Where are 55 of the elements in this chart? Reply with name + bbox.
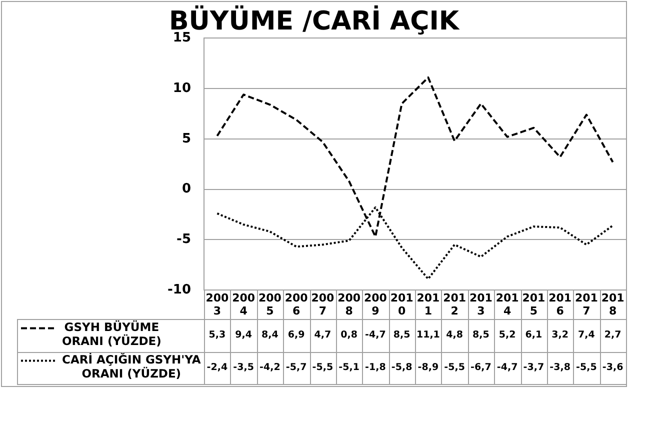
x-tick-label: 2014	[496, 291, 519, 318]
data-label: 8,5	[472, 330, 490, 341]
x-tick-label: 2006	[284, 291, 308, 318]
x-tick-label: 2005	[258, 291, 282, 318]
data-label: -1,8	[365, 362, 386, 374]
data-label: -3,7	[523, 362, 544, 374]
data-label: -3,5	[233, 362, 254, 374]
data-label: 4,8	[446, 330, 464, 341]
data-label: 6,1	[525, 330, 542, 341]
x-tick-label: 2011	[416, 291, 440, 318]
data-label: 8,4	[262, 330, 279, 341]
x-tick-label: 2003	[206, 291, 230, 318]
y-tick-label: -10	[168, 282, 191, 298]
data-label: -5,5	[312, 362, 334, 374]
data-label: -5,7	[286, 362, 307, 374]
x-tick-label: 2008	[338, 291, 361, 318]
data-label: 6,9	[288, 330, 305, 341]
data-label: -4,7	[496, 362, 518, 374]
data-label: -5,5	[444, 362, 465, 374]
x-tick-label: 2004	[232, 291, 256, 318]
x-tick-label: 2013	[469, 291, 492, 318]
data-label: 4,7	[314, 330, 332, 341]
y-tick-label: 10	[172, 80, 191, 96]
data-label: -8,9	[418, 362, 439, 374]
data-label: -5,5	[576, 362, 597, 374]
data-label: -2,4	[206, 362, 228, 374]
x-tick-label: 2009	[364, 291, 388, 318]
data-label: 7,4	[578, 330, 596, 341]
data-label: 8,5	[393, 330, 410, 341]
data-label: -5,1	[338, 362, 360, 374]
data-label: -6,7	[470, 362, 492, 374]
data-label: -5,8	[391, 362, 413, 374]
legend-label: GSYH BÜYÜME ORANI (YÜZDE)	[62, 320, 162, 348]
data-label: -4,7	[365, 330, 386, 341]
x-tick-label: 2018	[601, 291, 624, 318]
data-label: -3,6	[602, 362, 624, 374]
x-tick-label: 2017	[574, 291, 598, 318]
y-tick-label: -5	[176, 232, 191, 248]
data-label: 5,3	[208, 330, 226, 341]
data-label: 0,8	[340, 330, 358, 341]
data-label: 9,4	[235, 330, 252, 341]
data-label: 2,7	[604, 330, 622, 341]
data-label: 5,2	[498, 330, 516, 341]
data-label: -3,8	[550, 362, 571, 374]
data-label: -4,2	[260, 362, 280, 374]
data-label: 11,1	[416, 330, 440, 341]
x-tick-label: 2007	[311, 291, 335, 318]
y-tick-label: 5	[182, 131, 191, 146]
x-tick-label: 2016	[548, 291, 572, 318]
data-label: 3,2	[552, 330, 568, 341]
x-tick-label: 2010	[390, 291, 414, 318]
legend-label: CARİ AÇIĞIN GSYH'YA ORANI (YÜZDE)	[62, 352, 201, 381]
y-tick-label: 0	[182, 182, 191, 197]
x-tick-label: 2015	[522, 291, 546, 318]
x-tick-label: 2012	[443, 291, 466, 318]
